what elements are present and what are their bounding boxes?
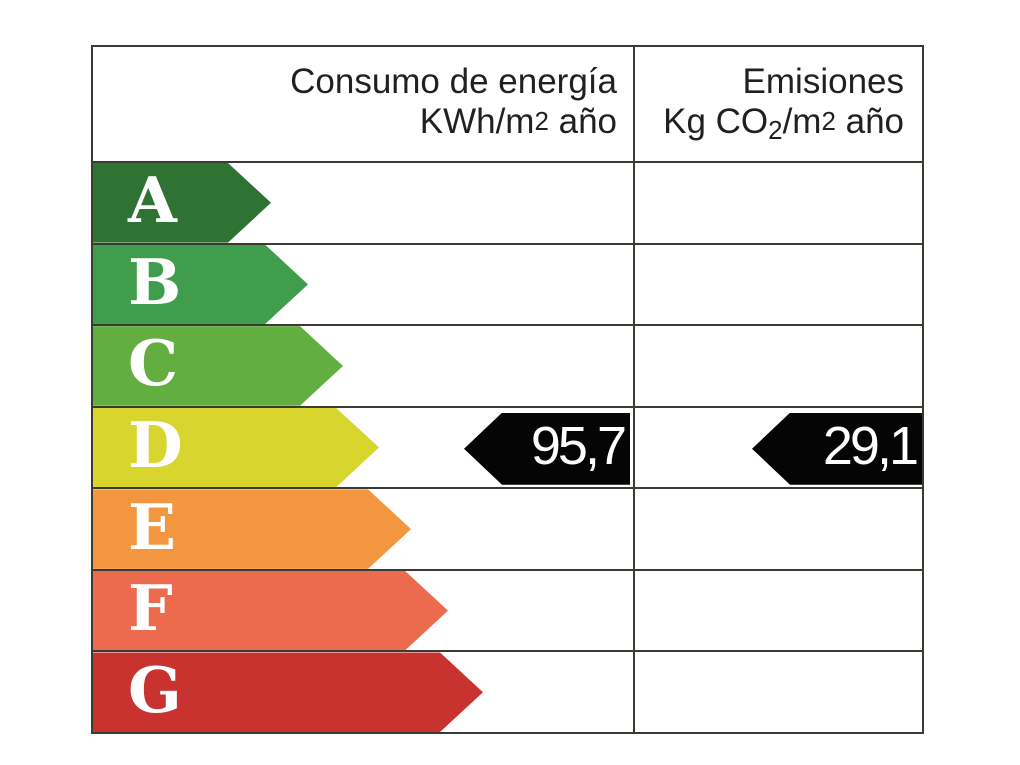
rating-band-arrow-f: F (93, 571, 448, 651)
rating-band-arrow-c: C (93, 326, 343, 406)
emissions-header-line2: Kg CO2/m2 año (633, 102, 904, 145)
rating-table: Consumo de energía KWh/m2 año Emisiones … (91, 45, 924, 734)
emissions-header-line1: Emisiones (742, 62, 904, 101)
rating-band-arrow-a: A (93, 163, 271, 243)
column-divider (633, 47, 635, 732)
consumption-header-line1: Consumo de energía (290, 62, 617, 101)
consumption-unit-suffix: año (548, 102, 617, 141)
emissions-unit-prefix: Kg CO (663, 102, 769, 141)
rating-row-a: A (93, 161, 922, 243)
rating-band-arrow-b: B (93, 245, 308, 325)
rating-letter-g: G (128, 652, 182, 727)
emissions-unit-exponent: 2 (821, 107, 836, 136)
rating-row-b: B (93, 242, 922, 325)
consumption-unit-exponent: 2 (534, 107, 549, 136)
rating-row-f: F (93, 568, 922, 651)
table-header: Consumo de energía KWh/m2 año Emisiones … (93, 47, 922, 161)
rating-band-arrow-d: D (93, 408, 379, 488)
consumption-value: 95,7 (530, 415, 627, 476)
rating-letter-f: F (128, 571, 173, 646)
rating-row-g: G (93, 650, 922, 732)
rating-letter-b: B (128, 244, 182, 319)
rating-band-arrow-g: G (93, 652, 483, 732)
rating-row-d: D 95,7 29,1 (93, 405, 922, 488)
rating-band-arrow-e: E (93, 489, 411, 569)
emissions-value-marker: 29,1 (752, 412, 922, 485)
rating-letter-c: C (128, 326, 179, 401)
emissions-unit-suffix: año (835, 102, 904, 141)
rating-letter-d: D (128, 408, 183, 483)
consumption-value-marker: 95,7 (464, 412, 630, 485)
rating-letter-e: E (128, 489, 177, 564)
emissions-unit-mid: /m (782, 102, 822, 141)
emissions-column-header: Emisiones Kg CO2/m2 año (633, 47, 922, 161)
emissions-co2-subscript: 2 (768, 116, 783, 145)
emissions-value: 29,1 (822, 415, 919, 476)
rating-row-c: C (93, 324, 922, 406)
rating-letter-a: A (128, 163, 177, 238)
consumption-unit-prefix: KWh/m (419, 102, 535, 141)
rating-row-e: E (93, 487, 922, 569)
consumption-column-header: Consumo de energía KWh/m2 año (93, 47, 633, 161)
consumption-header-line2: KWh/m2 año (93, 102, 617, 145)
